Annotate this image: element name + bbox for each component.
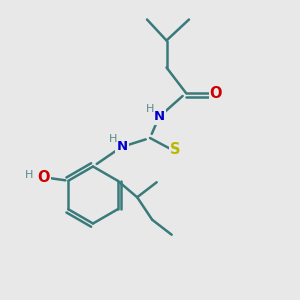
Text: H: H [146, 103, 154, 114]
Text: H: H [109, 134, 117, 144]
Text: O: O [38, 170, 50, 185]
Text: S: S [170, 142, 181, 158]
Text: N: N [116, 140, 128, 154]
Text: H: H [25, 170, 34, 180]
Text: N: N [154, 110, 165, 124]
Text: O: O [210, 85, 222, 100]
